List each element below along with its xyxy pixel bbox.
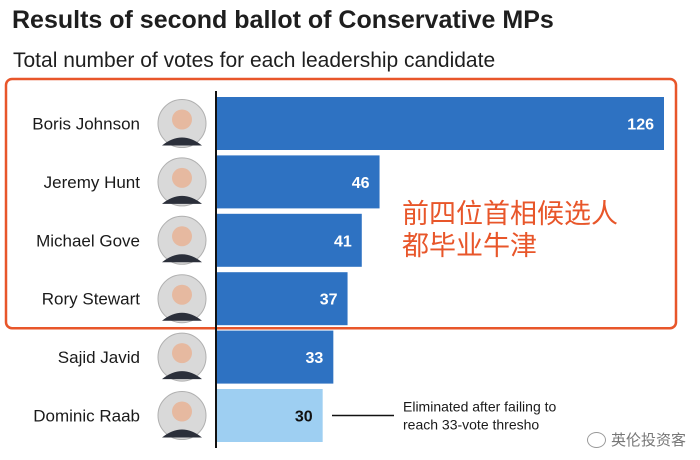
chart-title: Results of second ballot of Conservative…	[12, 6, 554, 34]
photo-face	[172, 401, 192, 422]
candidate-name: Jeremy Hunt	[44, 173, 141, 192]
photo-suit	[162, 312, 202, 321]
photo-face	[172, 226, 192, 247]
bar	[216, 97, 664, 150]
candidate-name: Boris Johnson	[32, 115, 140, 134]
candidate-photo	[157, 215, 207, 265]
overlay-caption: 前四位首相候选人	[402, 199, 618, 230]
photo-suit	[162, 137, 202, 146]
value-label: 46	[352, 175, 370, 192]
candidate-photo	[157, 99, 207, 148]
candidate-photo	[157, 391, 207, 440]
bar	[216, 213, 362, 267]
watermark-text: 英伦投资客	[610, 431, 686, 449]
bar	[216, 330, 334, 384]
photo-face	[172, 109, 192, 130]
bar	[216, 155, 380, 209]
candidate-photo	[157, 274, 207, 324]
bar	[216, 389, 323, 442]
value-label: 126	[627, 117, 654, 134]
watermark: 英伦投资客	[586, 429, 686, 450]
value-label: 41	[334, 233, 352, 250]
value-label: 33	[306, 350, 324, 367]
bar	[216, 272, 348, 326]
photo-suit	[162, 254, 202, 263]
annotation-text: reach 33-vote thresho	[403, 417, 539, 433]
photo-face	[172, 284, 192, 305]
photo-face	[172, 167, 192, 188]
candidate-photo	[157, 332, 207, 382]
overlay-caption: 都毕业牛津	[402, 231, 537, 262]
photo-face	[172, 343, 192, 364]
photo-suit	[162, 371, 202, 380]
highlight-box	[4, 77, 678, 330]
photo-suit	[162, 429, 202, 438]
candidate-name: Dominic Raab	[33, 407, 140, 426]
candidate-name: Michael Gove	[36, 231, 140, 250]
candidate-name: Rory Stewart	[42, 290, 141, 309]
candidate-name: Sajid Javid	[58, 348, 140, 367]
photo-suit	[162, 195, 202, 204]
annotation-text: Eliminated after failing to	[403, 399, 557, 415]
wechat-icon	[586, 431, 606, 448]
candidate-photo	[157, 157, 207, 207]
value-label: 30	[295, 409, 313, 426]
value-label: 37	[320, 292, 338, 309]
chart-subtitle: Total number of votes for each leadershi…	[13, 49, 496, 72]
